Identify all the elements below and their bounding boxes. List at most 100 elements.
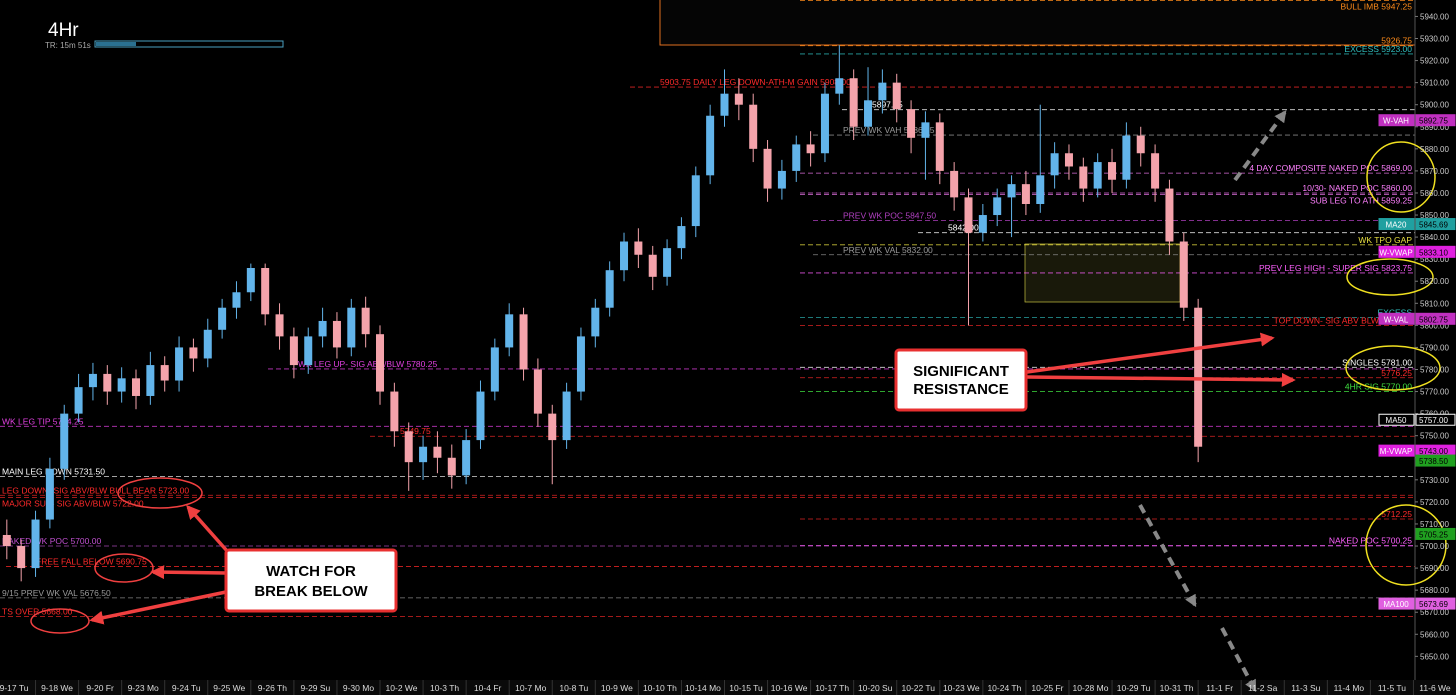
candle-body xyxy=(490,347,499,392)
badge xyxy=(1378,444,1415,457)
candle-body xyxy=(548,413,557,441)
x-tick-label: 10-25 Fr xyxy=(1031,683,1063,693)
candle-body xyxy=(849,78,858,127)
imbalance-box xyxy=(659,0,1416,46)
x-tick-label: 11-2 Sa xyxy=(1248,683,1277,693)
price-badge xyxy=(1415,527,1456,540)
x-tick-label: 9-23 Mo xyxy=(128,683,159,693)
x-tick-label: 10-20 Su xyxy=(858,683,893,693)
level-label: 5903.75 DAILY LEG DOWN-ATH-M GAIN 5908.0… xyxy=(660,77,851,87)
candle-body xyxy=(404,431,413,463)
progress-bar xyxy=(94,40,284,48)
badge-label: MA100 xyxy=(1383,600,1409,609)
candle-body xyxy=(591,307,600,337)
candle-body xyxy=(1179,241,1188,308)
arrow xyxy=(89,590,227,625)
badge-label: M-VWAP xyxy=(1380,447,1413,456)
candle-body xyxy=(763,148,772,189)
y-tick-label: 5790.00 xyxy=(1420,343,1449,352)
x-tick-label: 10-14 Mo xyxy=(685,683,721,693)
x-tick-label: 10-31 Th xyxy=(1160,683,1194,693)
x-tick-label: 10-29 Tu xyxy=(1117,683,1151,693)
candle-body xyxy=(17,546,26,569)
candle-body xyxy=(318,320,327,337)
x-tick-label: 10-4 Fr xyxy=(474,683,502,693)
y-tick-label: 5800.00 xyxy=(1420,321,1449,330)
y-tick-label: 5860.00 xyxy=(1420,189,1449,198)
level-label: WK TPO GAP xyxy=(1358,235,1412,245)
badge xyxy=(1378,114,1415,127)
candle-body xyxy=(993,197,1002,216)
y-tick-label: 5830.00 xyxy=(1420,255,1449,264)
candle-body xyxy=(103,373,112,392)
candle-body xyxy=(347,307,356,348)
x-tick-label: 10-9 We xyxy=(601,683,633,693)
y-tick-label: 5850.00 xyxy=(1420,211,1449,220)
level-label: EXCESS xyxy=(1378,308,1413,318)
arrow xyxy=(1026,332,1275,374)
arrow xyxy=(186,504,230,554)
arrow xyxy=(150,565,227,580)
candle-body xyxy=(447,457,456,476)
level-label: FREE FALL BELOW 5690.75 xyxy=(36,556,147,566)
highlight xyxy=(1346,258,1434,296)
level-label: 5776.25 xyxy=(1381,368,1412,378)
candle-body xyxy=(332,320,341,348)
y-tick-label: 5780.00 xyxy=(1420,365,1449,374)
arrow xyxy=(1026,372,1296,387)
level-label: PREV LEG HIGH - SUPER SIG 5823.75 xyxy=(1259,263,1412,273)
y-tick-label: 5930.00 xyxy=(1420,35,1449,44)
callout-text: BREAK BELOW xyxy=(254,583,368,600)
x-tick-label: 9-30 Mo xyxy=(343,683,374,693)
level-label: 5842.00 xyxy=(948,223,979,233)
x-tick-label: 10-22 Tu xyxy=(901,683,935,693)
x-tick-label: 11-3 Su xyxy=(1291,683,1320,693)
candle-body xyxy=(964,197,973,233)
candle-body xyxy=(74,387,83,414)
x-tick-label: 11-4 Mo xyxy=(1334,683,1365,693)
y-tick-label: 5690.00 xyxy=(1420,564,1449,573)
candle-body xyxy=(390,391,399,432)
price-badge xyxy=(1415,597,1456,610)
price-badge xyxy=(1415,454,1456,467)
x-tick-label: 11-6 We xyxy=(1419,683,1451,693)
candle-body xyxy=(275,314,284,337)
x-tick-label: 9-20 Fr xyxy=(86,683,114,693)
highlight xyxy=(1365,504,1447,586)
price-badge-label: 5802.75 xyxy=(1419,315,1448,324)
y-tick-label: 5650.00 xyxy=(1420,652,1449,661)
x-tick-label: 10-28 Mo xyxy=(1073,683,1109,693)
y-tick-label: 5770.00 xyxy=(1420,388,1449,397)
highlight xyxy=(94,553,154,583)
x-tick-label: 10-16 We xyxy=(771,683,808,693)
level-label: 10/30- NAKED POC 5860.00 xyxy=(1302,183,1412,193)
candle-body xyxy=(620,241,629,271)
candle-body xyxy=(476,391,485,441)
level-label: PREV WK VAL 5832.00 xyxy=(843,245,933,255)
x-tick-label: 9-24 Tu xyxy=(172,683,201,693)
badge xyxy=(1378,597,1415,610)
candle-body xyxy=(232,292,241,308)
arrow xyxy=(1138,504,1197,608)
candle-body xyxy=(576,336,585,392)
y-tick-label: 5880.00 xyxy=(1420,145,1449,154)
candle-body xyxy=(820,93,829,154)
badge xyxy=(1378,413,1415,426)
level-label: 9/15 PREV WK VAL 5676.50 xyxy=(2,588,111,598)
candle-body xyxy=(1007,184,1016,198)
level-label: 5926.75 xyxy=(1381,36,1412,46)
candle-body xyxy=(677,226,686,249)
candle-body xyxy=(1050,153,1059,176)
candle-body xyxy=(706,115,715,176)
x-axis-band xyxy=(0,680,1456,695)
price-badge xyxy=(1415,114,1456,127)
candle-body xyxy=(376,334,385,392)
price-badge-label: 5833.10 xyxy=(1419,248,1448,257)
candle-body xyxy=(835,78,844,94)
candle-body xyxy=(146,365,155,396)
badge-label: W-VWAP xyxy=(1379,248,1412,257)
candle-body xyxy=(45,468,54,520)
callout-text: WATCH FOR xyxy=(266,563,356,580)
candle-body xyxy=(433,446,442,458)
